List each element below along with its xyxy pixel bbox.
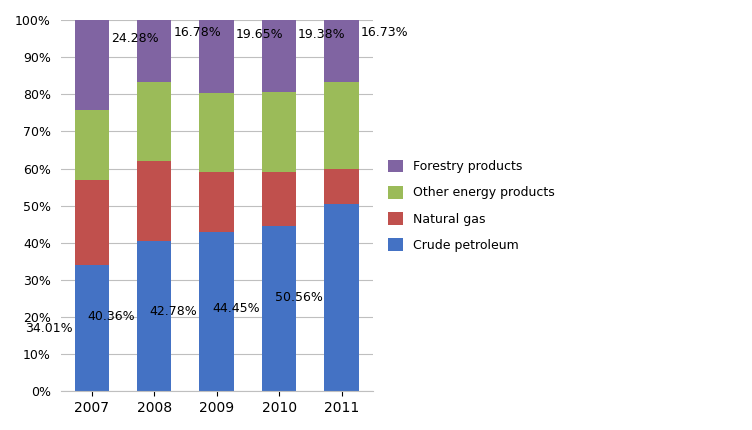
Bar: [199, 233, 234, 391]
Text: 16.73%: 16.73%: [360, 26, 408, 39]
Text: 50.56%: 50.56%: [274, 291, 323, 304]
Text: 19.38%: 19.38%: [298, 28, 346, 41]
Bar: [74, 110, 109, 180]
Text: 19.65%: 19.65%: [235, 28, 284, 41]
Bar: [74, 20, 109, 110]
Bar: [74, 265, 109, 391]
Bar: [74, 180, 109, 265]
Legend: Forestry products, Other energy products, Natural gas, Crude petroleum: Forestry products, Other energy products…: [382, 154, 561, 258]
Text: 44.45%: 44.45%: [212, 302, 260, 315]
Bar: [324, 82, 359, 169]
Bar: [324, 169, 359, 203]
Bar: [199, 93, 234, 172]
Text: 24.28%: 24.28%: [111, 31, 159, 45]
Bar: [324, 203, 359, 391]
Bar: [262, 226, 296, 391]
Bar: [137, 82, 171, 161]
Bar: [199, 172, 234, 233]
Bar: [262, 172, 296, 226]
Text: 16.78%: 16.78%: [173, 26, 221, 39]
Text: 34.01%: 34.01%: [25, 322, 73, 335]
Bar: [199, 20, 234, 93]
Bar: [137, 241, 171, 391]
Text: 40.36%: 40.36%: [87, 310, 135, 323]
Bar: [262, 20, 296, 92]
Bar: [324, 20, 359, 82]
Text: 42.78%: 42.78%: [150, 305, 198, 318]
Bar: [137, 161, 171, 241]
Bar: [137, 20, 171, 82]
Bar: [262, 92, 296, 172]
